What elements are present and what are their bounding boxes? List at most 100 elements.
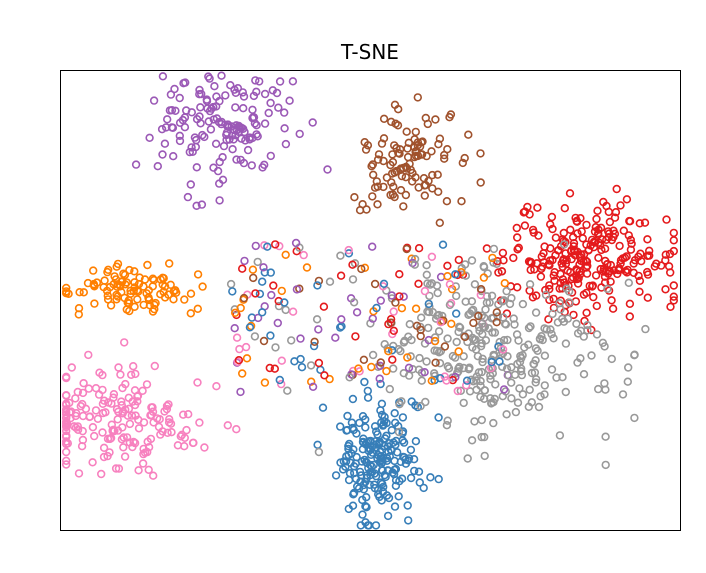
data-point — [74, 310, 84, 319]
data-point — [281, 250, 290, 260]
data-point — [217, 71, 226, 80]
data-point — [103, 265, 113, 274]
data-point — [169, 152, 178, 161]
data-point — [130, 267, 139, 276]
data-point — [186, 289, 196, 298]
data-point — [416, 331, 425, 341]
data-point — [160, 282, 170, 291]
data-point — [251, 241, 261, 251]
data-point — [375, 374, 384, 383]
data-point — [263, 242, 272, 251]
data-point — [359, 485, 368, 494]
data-point — [379, 182, 388, 192]
data-point — [200, 443, 209, 452]
data-point — [99, 443, 109, 452]
data-point — [349, 298, 359, 307]
data-point — [425, 291, 434, 301]
data-point — [151, 298, 160, 308]
data-point — [382, 366, 391, 376]
data-point — [215, 196, 224, 205]
data-point — [490, 328, 500, 337]
data-point — [433, 170, 442, 179]
data-point — [606, 277, 615, 286]
data-point — [61, 460, 71, 469]
data-point — [605, 217, 615, 227]
data-point — [142, 380, 152, 389]
data-point — [169, 295, 178, 304]
data-point — [619, 226, 628, 235]
data-point — [319, 302, 329, 311]
data-point — [445, 300, 455, 310]
data-point — [669, 246, 678, 256]
data-point — [436, 318, 445, 327]
data-point — [370, 483, 380, 493]
data-point — [232, 425, 241, 434]
data-point — [518, 351, 527, 360]
data-point — [61, 456, 71, 465]
data-point — [252, 120, 261, 130]
data-point — [515, 384, 524, 393]
data-point — [175, 136, 185, 146]
data-point — [379, 156, 388, 166]
data-point — [443, 145, 452, 154]
data-point — [345, 469, 355, 478]
data-point — [61, 289, 71, 298]
data-point — [413, 151, 423, 161]
data-point — [90, 299, 99, 308]
data-point — [412, 321, 422, 330]
data-point — [388, 355, 397, 364]
data-point — [274, 296, 283, 306]
data-point — [402, 164, 411, 173]
data-point — [236, 387, 245, 397]
data-point — [344, 450, 353, 460]
data-point — [583, 321, 592, 330]
data-point — [434, 474, 443, 484]
data-point — [487, 398, 496, 408]
data-point — [435, 359, 445, 368]
data-point — [98, 385, 107, 395]
data-point — [240, 256, 249, 266]
data-point — [462, 381, 471, 390]
data-point — [376, 478, 386, 487]
data-point — [367, 362, 376, 372]
data-point — [513, 398, 523, 407]
data-point — [405, 320, 414, 329]
data-point — [511, 407, 521, 417]
data-point — [480, 451, 489, 461]
data-point — [643, 235, 652, 244]
data-point — [98, 428, 107, 437]
data-point — [507, 378, 516, 387]
data-point — [198, 130, 207, 140]
data-point — [661, 285, 670, 294]
data-point — [458, 158, 467, 168]
data-point — [383, 511, 393, 521]
data-point — [351, 332, 360, 341]
data-point — [387, 178, 396, 187]
data-point — [384, 319, 393, 329]
data-point — [179, 410, 188, 419]
data-point — [635, 219, 644, 228]
data-point — [386, 160, 395, 170]
data-point — [459, 352, 468, 361]
data-point — [280, 124, 289, 133]
data-point — [382, 456, 392, 465]
data-point — [162, 404, 172, 414]
data-point — [369, 170, 378, 180]
data-point — [143, 447, 152, 457]
data-point — [167, 105, 177, 115]
data-point — [231, 131, 240, 140]
data-point — [442, 376, 451, 385]
data-point — [403, 353, 412, 362]
data-point — [117, 277, 126, 287]
data-point — [285, 96, 294, 105]
data-point — [630, 350, 639, 359]
data-point — [607, 296, 616, 305]
data-point — [476, 290, 485, 300]
data-point — [341, 462, 350, 471]
data-point — [314, 276, 324, 286]
data-point — [133, 286, 142, 295]
data-point — [275, 375, 284, 385]
data-point — [454, 255, 463, 265]
data-point — [451, 270, 460, 279]
data-point — [640, 218, 650, 227]
